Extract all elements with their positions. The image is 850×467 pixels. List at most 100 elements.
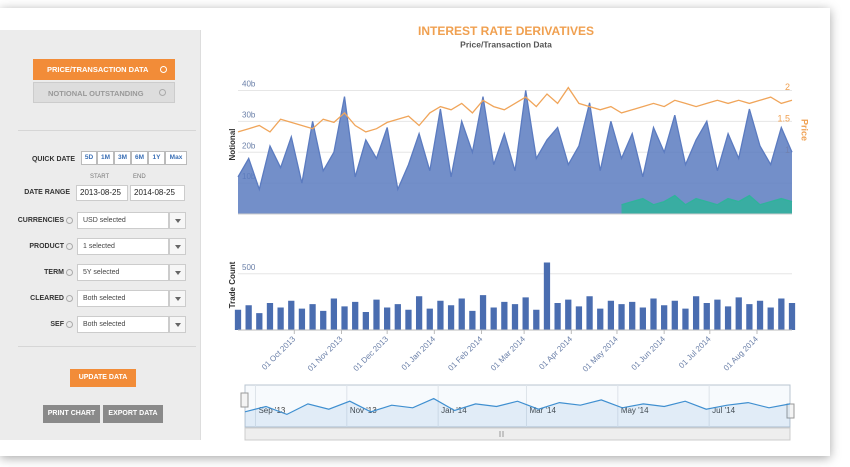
bar: [607, 300, 615, 330]
x-tick-label: 01 Aug 2014: [722, 334, 761, 373]
dropdown-arrow[interactable]: [169, 238, 186, 255]
bar: [735, 297, 742, 330]
bar: [256, 313, 263, 330]
bar: [330, 298, 338, 330]
bar: [767, 307, 774, 330]
select-box[interactable]: Both selected: [77, 316, 169, 333]
navigator-handle[interactable]: [786, 403, 795, 419]
x-tick-label: 01 Apr 2014: [537, 334, 574, 371]
info-icon: [66, 269, 73, 276]
bar: [288, 300, 295, 330]
bar: [447, 305, 455, 330]
x-tick-label: Jul '14: [712, 406, 735, 415]
x-tick-label: 01 Nov 2013: [306, 334, 345, 373]
bar: [629, 301, 636, 330]
bar: [469, 310, 476, 330]
bar: [479, 295, 487, 330]
bar: [618, 304, 625, 330]
dropdown-arrow[interactable]: [169, 264, 186, 281]
select-box[interactable]: USD selected: [77, 212, 169, 229]
label: PRODUCT: [29, 243, 64, 250]
export-button[interactable]: EXPORT DATA: [103, 405, 163, 423]
bar: [437, 300, 444, 330]
bar: [501, 301, 508, 330]
select-box[interactable]: 5Y selected: [77, 264, 169, 281]
bar: [309, 304, 316, 330]
bar: [714, 299, 721, 330]
bar: [597, 308, 604, 330]
bar: [565, 299, 572, 330]
x-tick-label: Nov '13: [350, 406, 377, 415]
label: CLEARED: [30, 295, 64, 302]
tab[interactable]: PRICE/TRANSACTION DATA: [33, 59, 175, 80]
dropdown-arrow[interactable]: [169, 290, 186, 307]
quick-date-button[interactable]: 3M: [114, 151, 131, 165]
bar: [405, 309, 412, 330]
label: START: [90, 174, 110, 180]
area-fill: [621, 195, 792, 214]
navigator-handle[interactable]: [240, 392, 249, 408]
select-box[interactable]: 1 selected: [77, 238, 169, 255]
x-tick-label: 01 Mar 2014: [489, 334, 528, 373]
label: QUICK DATE: [31, 156, 75, 163]
tab[interactable]: NOTIONAL OUTSTANDING: [33, 82, 175, 103]
bar: [522, 297, 529, 330]
date-input[interactable]: 2013-08-25: [76, 185, 128, 201]
label: END: [133, 174, 146, 180]
quick-date-button[interactable]: 1Y: [148, 151, 165, 165]
dropdown-arrow[interactable]: [169, 316, 186, 333]
x-tick-label: 01 Oct 2013: [260, 334, 298, 372]
bar: [458, 298, 465, 330]
bar: [682, 308, 689, 330]
label: DATE RANGE: [24, 189, 70, 196]
x-tick-label: May '14: [621, 406, 649, 415]
series-line: [244, 397, 791, 416]
scrollbar[interactable]: [244, 427, 791, 441]
x-tick-label: 01 Jan 2014: [400, 334, 438, 372]
x-tick-label: Mar '14: [529, 406, 556, 415]
y-tick-label: 500: [242, 263, 256, 272]
bar: [384, 307, 391, 330]
bar: [426, 308, 433, 330]
bar: [639, 307, 646, 330]
info-icon: [66, 217, 73, 224]
series-line: [237, 90, 793, 192]
label: SEF: [50, 321, 64, 328]
bar: [724, 306, 732, 330]
series-line: [621, 194, 793, 206]
x-tick-label: 01 Jun 2014: [630, 334, 668, 372]
x-tick-label: Sep '13: [258, 406, 285, 415]
quick-date-button[interactable]: 5D: [81, 151, 97, 165]
update-button[interactable]: UPDATE DATA: [70, 369, 136, 387]
bar: [533, 309, 540, 330]
bar: [788, 303, 796, 330]
x-tick-label: 01 May 2014: [581, 334, 620, 373]
info-icon: [66, 321, 73, 328]
quick-date-button[interactable]: 6M: [131, 151, 148, 165]
print-button[interactable]: PRINT CHART: [43, 405, 100, 423]
bar: [277, 307, 284, 330]
y2-tick-label: 2: [785, 82, 790, 92]
bar: [746, 304, 753, 330]
bar: [394, 304, 401, 330]
y-tick-label: 30b: [242, 110, 256, 119]
separator: [18, 130, 196, 131]
date-input[interactable]: 2014-08-25: [130, 185, 185, 201]
bar: [320, 310, 327, 330]
bar: [245, 305, 252, 330]
quick-date-button[interactable]: 1M: [97, 151, 114, 165]
select-box[interactable]: Both selected: [77, 290, 169, 307]
bar: [341, 306, 348, 330]
dropdown-arrow[interactable]: [169, 212, 186, 229]
bar: [692, 296, 700, 330]
tab-label: NOTIONAL OUTSTANDING: [48, 89, 144, 98]
x-tick-label: 01 Feb 2014: [446, 334, 485, 373]
quick-date-button[interactable]: Max: [165, 151, 187, 165]
bar: [671, 300, 678, 330]
bar: [575, 306, 583, 330]
bar: [362, 312, 369, 330]
info-icon: [66, 243, 73, 250]
bar: [415, 296, 423, 330]
